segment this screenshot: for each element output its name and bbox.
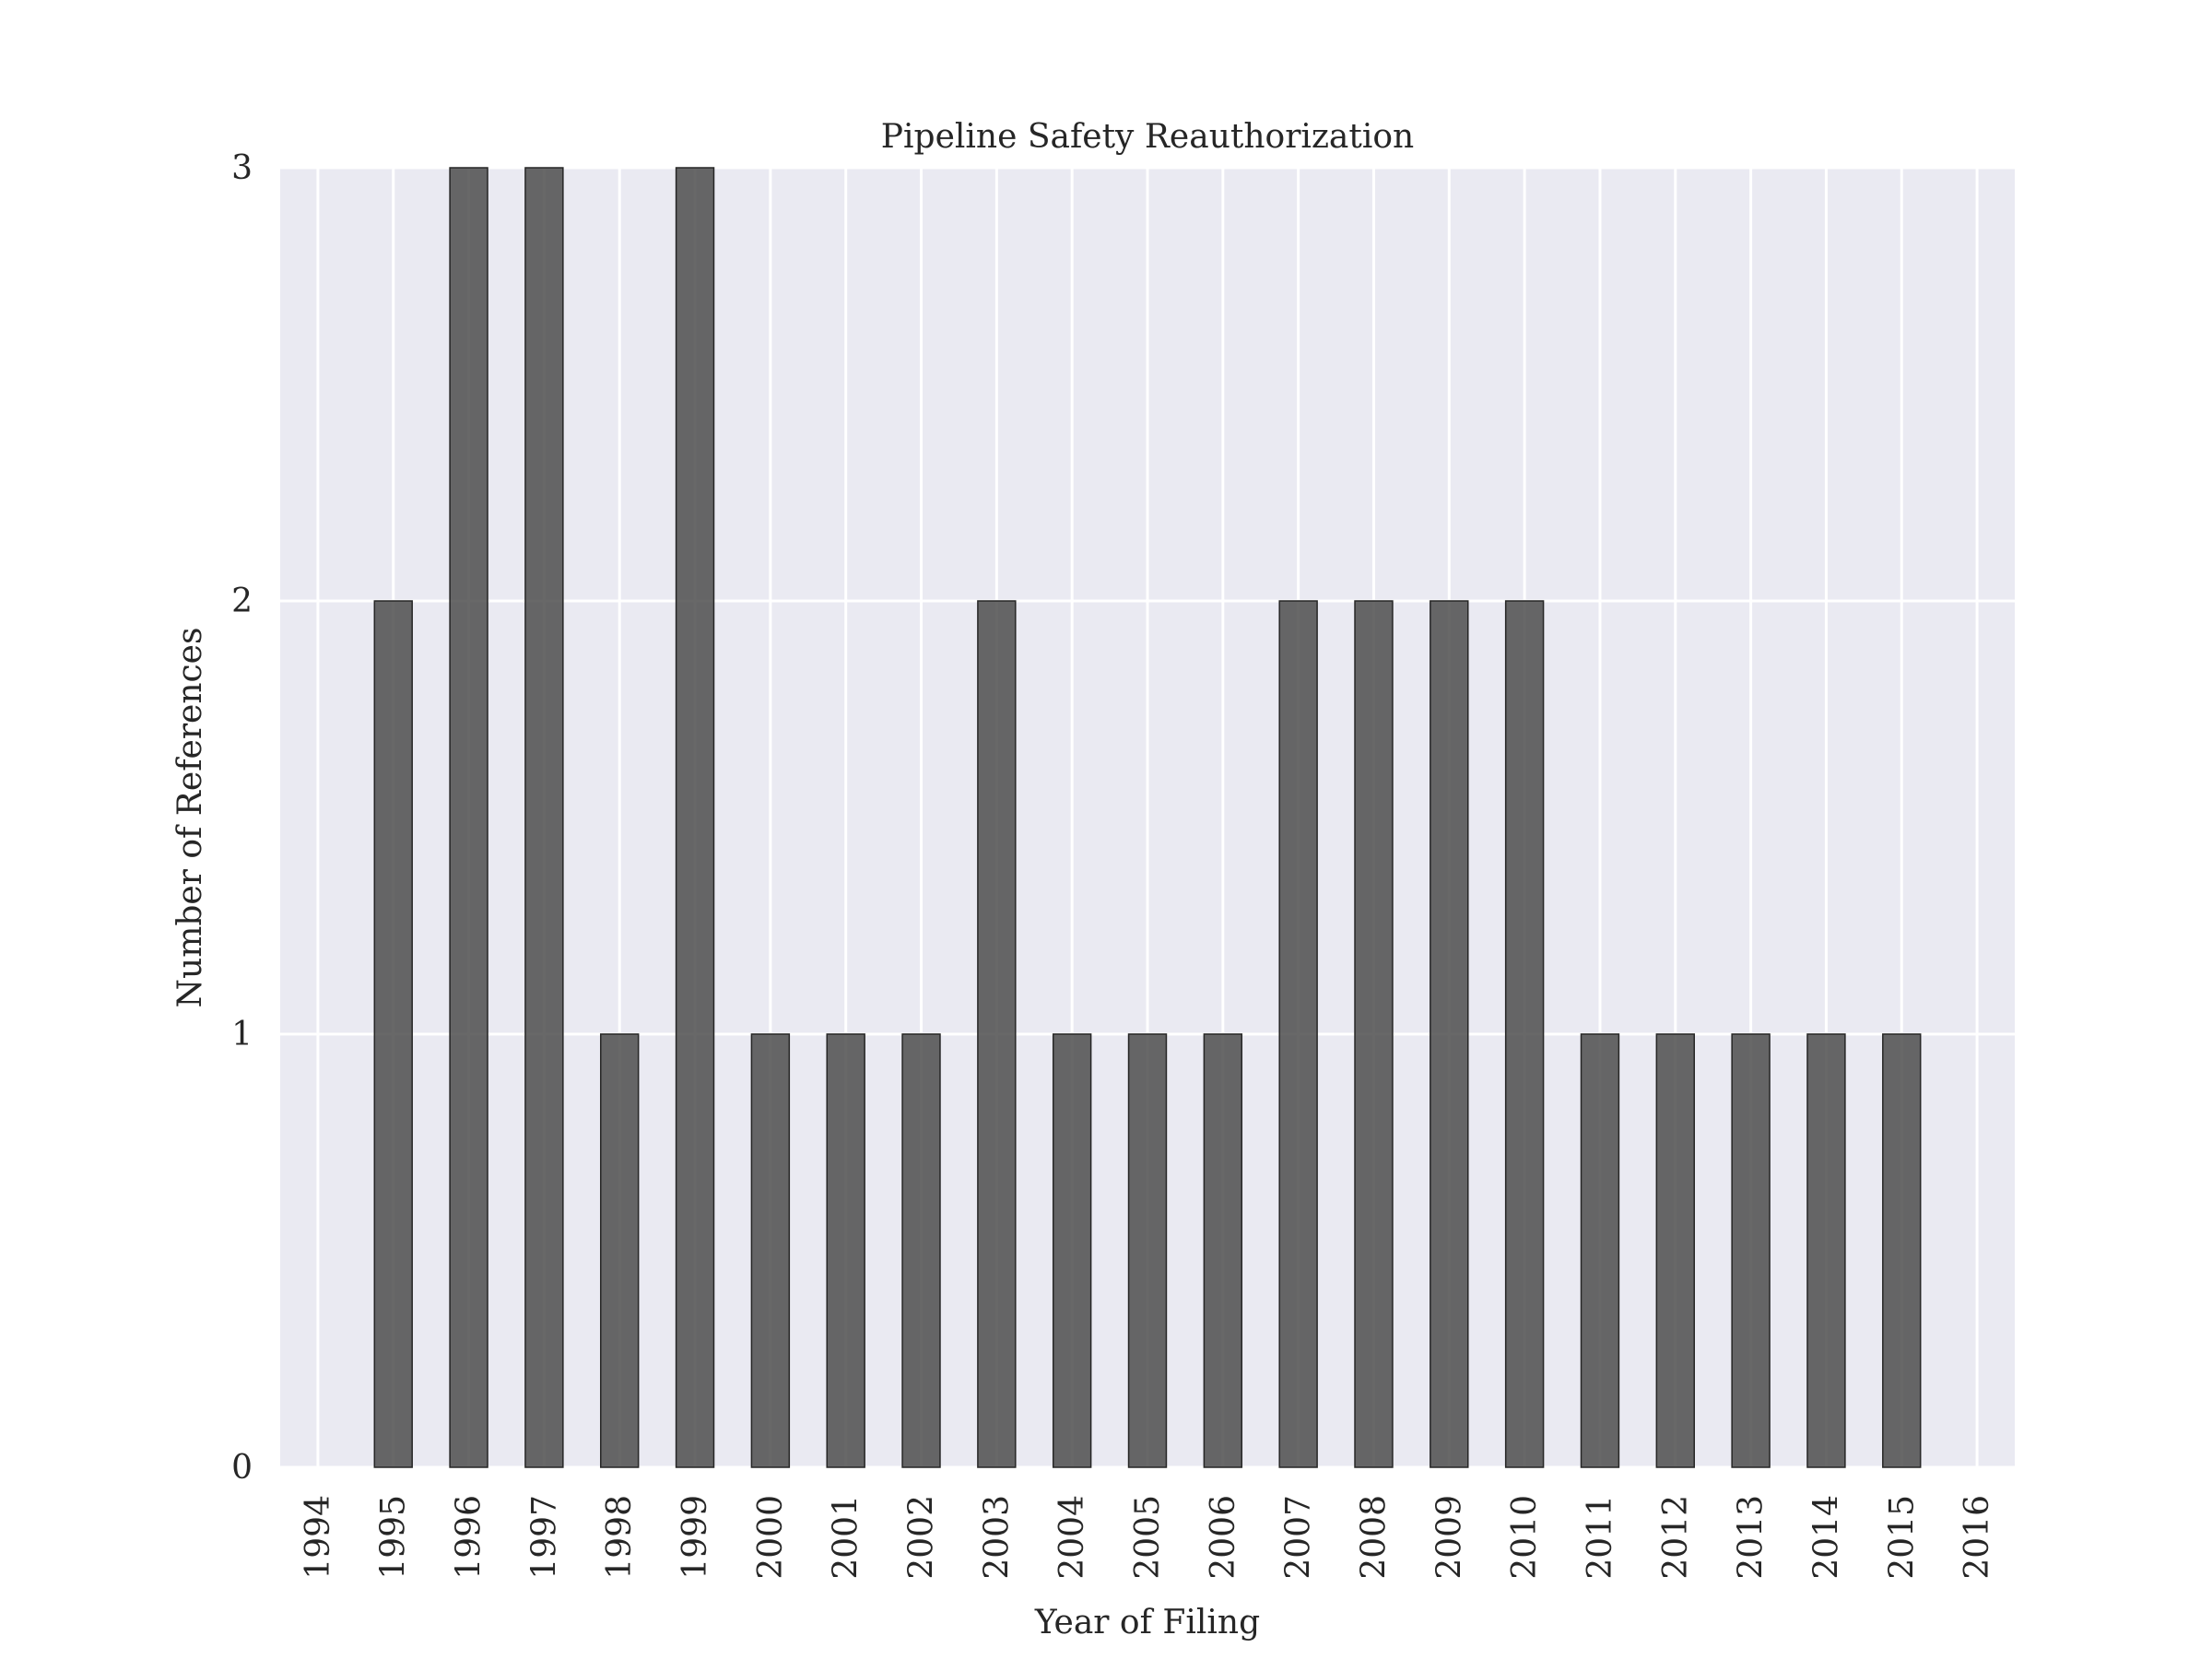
bar-2006 — [1203, 1033, 1243, 1468]
x-tick-label: 1998 — [601, 1495, 639, 1580]
x-tick-label: 1997 — [525, 1495, 563, 1580]
bar-2012 — [1655, 1033, 1695, 1468]
x-tick-label: 2011 — [1582, 1495, 1619, 1580]
x-tick-label: 2014 — [1807, 1495, 1845, 1580]
bar-2008 — [1354, 600, 1394, 1468]
bar-1998 — [600, 1033, 640, 1468]
x-tick-label: 2001 — [828, 1495, 865, 1580]
bar-2010 — [1504, 600, 1545, 1468]
bar-1996 — [449, 167, 488, 1468]
x-tick-label: 1999 — [677, 1495, 714, 1580]
bar-1997 — [524, 167, 564, 1468]
x-tick-label: 2008 — [1355, 1495, 1393, 1580]
bar-1999 — [675, 167, 715, 1468]
bar-1995 — [373, 600, 413, 1468]
x-tick-label: 2004 — [1053, 1495, 1091, 1580]
bar-2013 — [1731, 1033, 1771, 1468]
x-axis-label: Year of Filing — [1034, 1604, 1260, 1641]
y-tick-label: 2 — [231, 582, 253, 620]
x-tick-label: 1996 — [451, 1495, 488, 1580]
x-tick-label: 2009 — [1430, 1495, 1468, 1580]
x-tick-label: 2012 — [1657, 1495, 1695, 1580]
x-tick-label: 1994 — [300, 1495, 337, 1580]
chart-title: Pipeline Safety Reauthorization — [881, 118, 1414, 156]
x-tick-label: 2006 — [1205, 1495, 1242, 1580]
bars — [373, 167, 1922, 1468]
bar-2005 — [1127, 1033, 1168, 1468]
x-tick-label: 2003 — [978, 1495, 1016, 1580]
x-tick-label: 2013 — [1733, 1495, 1771, 1580]
x-tick-label: 2016 — [1959, 1495, 1996, 1580]
bar-2014 — [1806, 1033, 1846, 1468]
bar-2011 — [1580, 1033, 1620, 1468]
bar-2003 — [977, 600, 1017, 1468]
x-tick-label: 2002 — [903, 1495, 941, 1580]
y-tick-labels: 0 1 2 3 — [231, 149, 253, 1487]
bar-2000 — [750, 1033, 791, 1468]
x-tick-labels: 1994 1995 1996 1997 1998 1999 2000 2001 2002 2003… — [300, 1495, 1996, 1580]
y-tick-label: 3 — [231, 149, 253, 187]
bar-2015 — [1882, 1033, 1922, 1468]
x-tick-label: 2005 — [1129, 1495, 1167, 1580]
y-tick-label: 0 — [231, 1449, 253, 1487]
bar-2002 — [901, 1033, 941, 1468]
bar-2009 — [1430, 600, 1469, 1468]
x-tick-label: 2007 — [1280, 1495, 1318, 1580]
x-tick-label: 2000 — [752, 1495, 790, 1580]
x-tick-label: 2010 — [1506, 1495, 1544, 1580]
x-tick-label: 1995 — [375, 1495, 413, 1580]
bar-2007 — [1278, 600, 1318, 1468]
bar-2001 — [826, 1033, 865, 1468]
y-axis-label: Number of References — [171, 628, 209, 1008]
y-tick-label: 1 — [231, 1016, 253, 1053]
bar-2004 — [1052, 1033, 1092, 1468]
x-tick-label: 2015 — [1883, 1495, 1921, 1580]
